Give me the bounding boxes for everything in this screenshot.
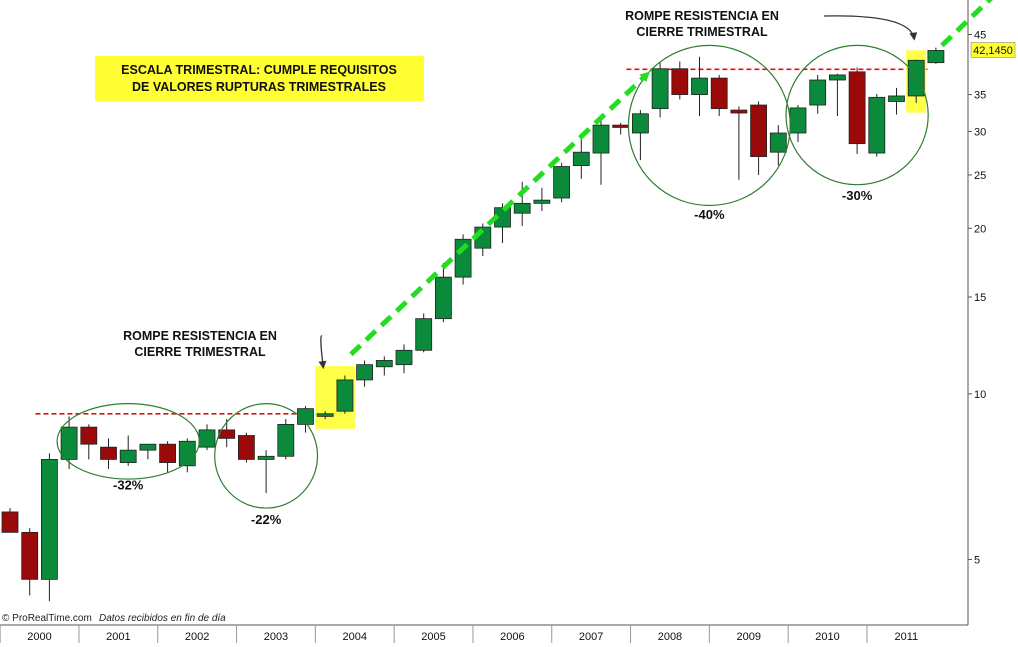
y-tick-label: 15 bbox=[974, 292, 986, 304]
candle-body bbox=[375, 360, 393, 368]
candle-body bbox=[829, 74, 846, 81]
candle-body bbox=[80, 426, 98, 445]
candle-body bbox=[139, 443, 157, 451]
candle-body bbox=[848, 71, 866, 145]
candle-body bbox=[297, 408, 314, 425]
candle-body bbox=[612, 124, 630, 128]
candle-body bbox=[671, 68, 689, 95]
candle-body bbox=[159, 443, 177, 463]
candle-body bbox=[356, 364, 374, 381]
candle-body bbox=[257, 455, 275, 460]
callout-arrow bbox=[318, 335, 327, 370]
consolidation-circle bbox=[214, 403, 319, 509]
consolidation-circle bbox=[785, 44, 929, 186]
candle-body bbox=[277, 423, 295, 457]
callout-arrow bbox=[823, 15, 918, 41]
title-box-text: ESCALA TRIMESTRAL: CUMPLE REQUISITOS bbox=[121, 63, 397, 77]
consolidation-circle bbox=[56, 403, 200, 480]
y-tick-label: 30 bbox=[974, 126, 986, 138]
candle-body bbox=[415, 318, 433, 351]
y-tick-label: 5 bbox=[974, 554, 980, 566]
drawdown-label: -32% bbox=[113, 478, 144, 493]
last-value-badge bbox=[970, 42, 1016, 58]
candle-body bbox=[316, 413, 334, 417]
x-tick-label: 2007 bbox=[579, 631, 603, 643]
x-tick-label: 2005 bbox=[421, 631, 445, 643]
y-tick-label: 45 bbox=[974, 30, 986, 42]
candle-body bbox=[533, 199, 551, 204]
candle-body bbox=[691, 77, 708, 95]
x-tick-label: 2002 bbox=[185, 631, 209, 643]
candle-body bbox=[632, 113, 649, 134]
candle-body bbox=[927, 50, 945, 64]
drawdown-label: -40% bbox=[694, 207, 725, 222]
candle-body bbox=[1, 511, 19, 533]
candle-body bbox=[395, 349, 413, 366]
candle-body bbox=[769, 132, 787, 153]
y-tick-label: 20 bbox=[974, 223, 986, 235]
title-box-text: DE VALORES RUPTURAS TRIMESTRALES bbox=[132, 80, 386, 94]
x-tick-label: 2000 bbox=[27, 631, 51, 643]
credit-brand: © ProRealTime.com bbox=[2, 613, 92, 624]
candle-body bbox=[553, 166, 570, 199]
candle-body bbox=[572, 151, 590, 166]
x-tick-label: 2006 bbox=[500, 631, 524, 643]
callout-text: CIERRE TRIMESTRAL bbox=[134, 345, 266, 359]
candle-body bbox=[119, 449, 137, 463]
y-tick-label: 25 bbox=[974, 170, 986, 182]
drawdown-label: -22% bbox=[251, 512, 282, 527]
y-tick-label: 10 bbox=[974, 389, 986, 401]
candle-body bbox=[888, 95, 905, 102]
callout-text: ROMPE RESISTENCIA EN bbox=[625, 9, 779, 23]
candle-body bbox=[60, 426, 78, 460]
candle-body bbox=[237, 435, 255, 460]
title-box bbox=[95, 56, 424, 101]
candle-body bbox=[336, 379, 354, 412]
candle-body bbox=[789, 107, 807, 134]
x-tick-label: 2009 bbox=[737, 631, 761, 643]
candle-body bbox=[592, 124, 610, 154]
consolidation-circle bbox=[627, 44, 791, 207]
candle-body bbox=[198, 429, 216, 448]
x-tick-label: 2011 bbox=[895, 631, 919, 643]
y-tick-label: 35 bbox=[974, 90, 986, 102]
candle-body bbox=[41, 459, 58, 580]
candle-body bbox=[434, 276, 452, 320]
candle-body bbox=[750, 104, 767, 157]
callout-text: CIERRE TRIMESTRAL bbox=[636, 25, 768, 39]
candle-body bbox=[809, 79, 827, 106]
x-tick-label: 2004 bbox=[343, 631, 367, 643]
x-tick-label: 2010 bbox=[815, 631, 839, 643]
candle-body bbox=[730, 109, 748, 114]
candle-body bbox=[21, 531, 39, 580]
candle-body bbox=[907, 59, 925, 97]
candle-body bbox=[651, 68, 669, 110]
last-value-label: 42,1450 bbox=[973, 45, 1013, 57]
plot-area bbox=[0, 0, 968, 625]
x-tick-label: 2008 bbox=[658, 631, 682, 643]
trend-arrow bbox=[349, 71, 651, 357]
candle-body bbox=[868, 96, 886, 154]
drawdown-label: -30% bbox=[842, 188, 873, 203]
x-tick-label: 2001 bbox=[106, 631, 130, 643]
credit-note: Datos recibidos en fin de día bbox=[99, 613, 226, 624]
callout-text: ROMPE RESISTENCIA EN bbox=[123, 329, 277, 343]
candle-body bbox=[100, 446, 117, 460]
candle-body bbox=[513, 202, 531, 214]
x-tick-label: 2003 bbox=[264, 631, 288, 643]
candle-body bbox=[710, 77, 728, 110]
